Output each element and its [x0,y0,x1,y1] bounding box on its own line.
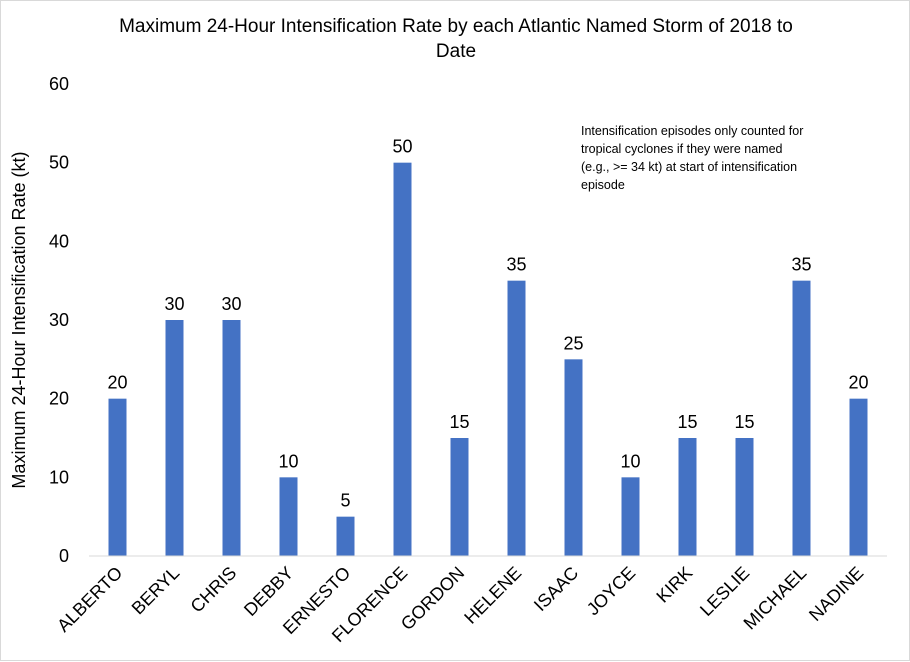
annotation-note: Intensification episodes only counted fo… [581,124,803,192]
data-label: 15 [449,412,469,432]
chart-title-line-1: Maximum 24-Hour Intensification Rate by … [119,16,793,37]
y-tick-label: 40 [49,231,69,251]
bar-series [108,162,868,556]
bar-florence [393,162,412,556]
x-tick-label: NADINE [805,563,867,625]
data-label: 15 [734,412,754,432]
x-tick-label: JOYCE [583,563,640,620]
y-axis-label: Maximum 24-Hour Intensification Rate (kt… [9,151,29,488]
x-tick-label: KIRK [652,563,696,607]
x-axis-ticks: ALBERTO BERYL CHRIS DEBBYERNESTOFLORENCEGOR… [53,563,867,646]
y-tick-label: 30 [49,310,69,330]
x-tick-label: CHRIS [187,563,241,617]
data-label: 30 [164,294,184,314]
y-tick-label: 60 [49,74,69,94]
bar-nadine [849,398,868,556]
bar-debby [279,477,298,556]
data-label: 25 [563,333,583,353]
bar-ernesto [336,516,355,556]
bar-isaac [564,359,583,556]
bar-kirk [678,438,697,556]
data-label: 35 [791,255,811,275]
data-label: 5 [340,491,350,511]
y-tick-label: 10 [49,467,69,487]
y-axis-ticks: 0 10 20 30 40 50 60 [49,74,69,566]
data-label: 20 [848,373,868,393]
y-tick-label: 0 [59,546,69,566]
x-tick-label: HELENE [460,563,525,628]
bar-joyce [621,477,640,556]
data-label: 10 [278,451,298,471]
data-label: 30 [221,294,241,314]
data-label: 15 [677,412,697,432]
bar-beryl [165,320,184,556]
bar-alberto [108,398,127,556]
bar-michael [792,280,811,556]
annotation-line-4: episode [581,178,625,192]
y-tick-label: 50 [49,153,69,173]
data-label: 50 [392,137,412,157]
annotation-line-3: (e.g., >= 34 kt) at start of intensifica… [581,160,797,174]
data-labels: 20 30 30 10 5 50 15 35 25 10 15 15 35 20 [107,137,868,511]
data-label: 20 [107,373,127,393]
x-tick-label: ISAAC [530,563,582,615]
chart-title-line-2: Date [436,41,476,62]
bar-gordon [450,438,469,556]
x-tick-label: BERYL [128,563,184,619]
bar-leslie [735,438,754,556]
annotation-line-2: tropical cyclones if they were named [581,142,783,156]
x-tick-label: DEBBY [240,563,297,620]
data-label: 35 [506,255,526,275]
x-tick-label: MICHAEL [740,563,811,634]
x-tick-label: ALBERTO [53,563,126,636]
data-label: 10 [620,451,640,471]
y-tick-label: 20 [49,389,69,409]
annotation-line-1: Intensification episodes only counted fo… [581,124,803,138]
bar-chris [222,320,241,556]
bar-helene [507,280,526,556]
x-tick-label: LESLIE [696,563,753,620]
